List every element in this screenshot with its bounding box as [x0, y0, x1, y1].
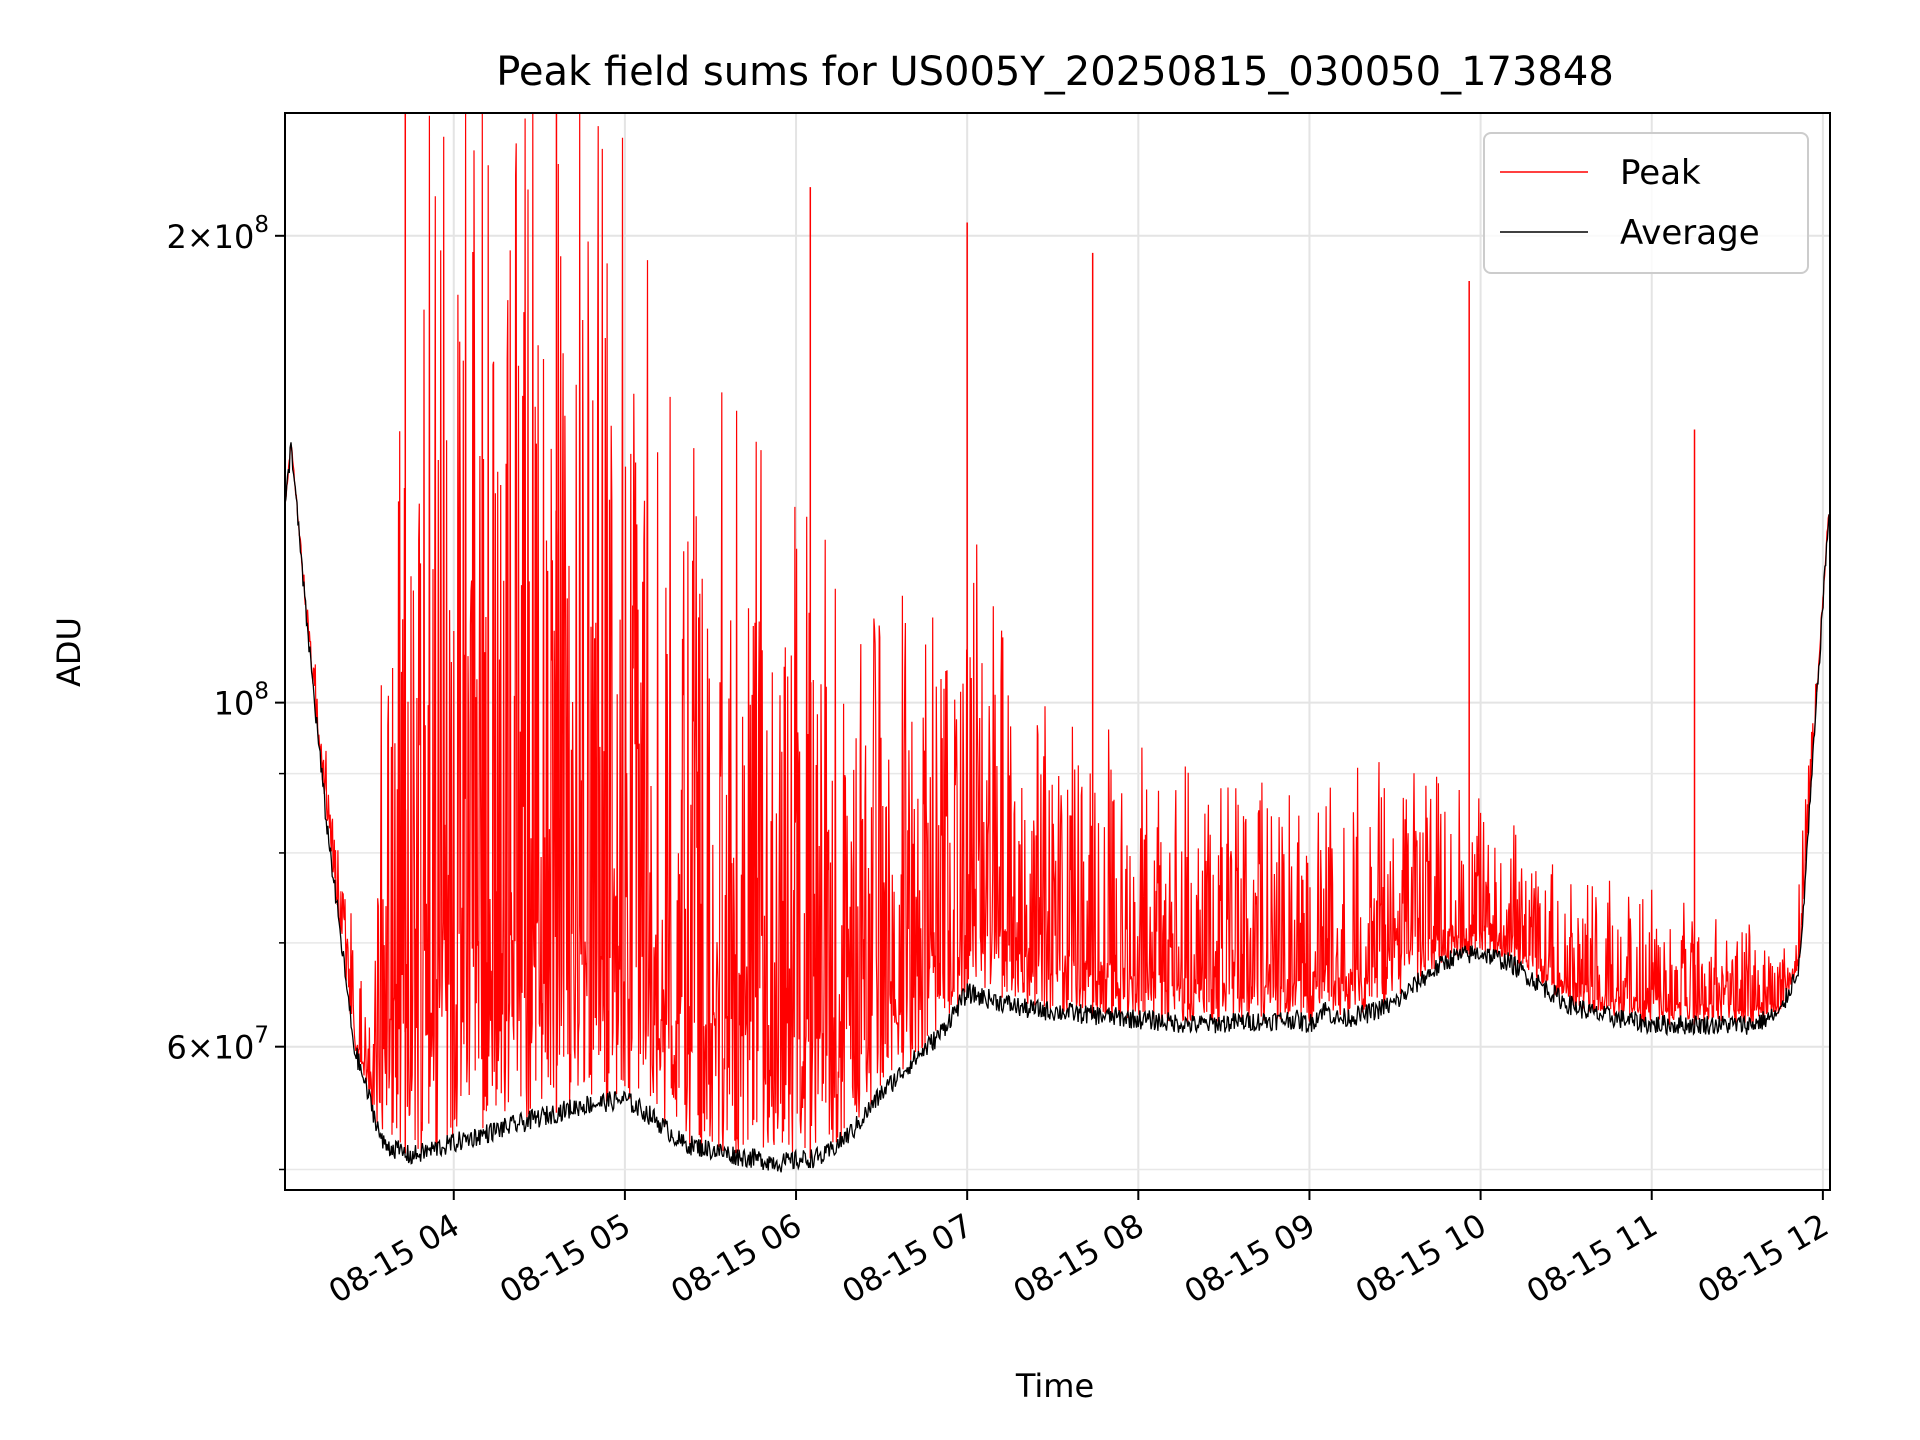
- series-line-peak: [284, 112, 1831, 1154]
- series-layer: [284, 112, 1831, 1173]
- legend-frame: [1483, 132, 1809, 274]
- y-tick-label: 108: [214, 679, 269, 723]
- y-axis-label: ADU: [50, 617, 88, 687]
- legend-label-peak: Peak: [1620, 153, 1701, 193]
- series-line-average: [284, 442, 1831, 1173]
- x-axis-label: Time: [1015, 1367, 1094, 1405]
- y-tick-label: 6×107: [166, 1023, 269, 1067]
- y-axis: 2×108 108 6×107: [166, 212, 285, 1171]
- chart-title: Peak field sums for US005Y_20250815_0300…: [496, 49, 1614, 95]
- y-tick-label: 2×108: [166, 212, 269, 256]
- legend-label-average: Average: [1620, 213, 1760, 253]
- legend: Peak Average: [1483, 132, 1809, 274]
- plot-frame: [284, 112, 1831, 1191]
